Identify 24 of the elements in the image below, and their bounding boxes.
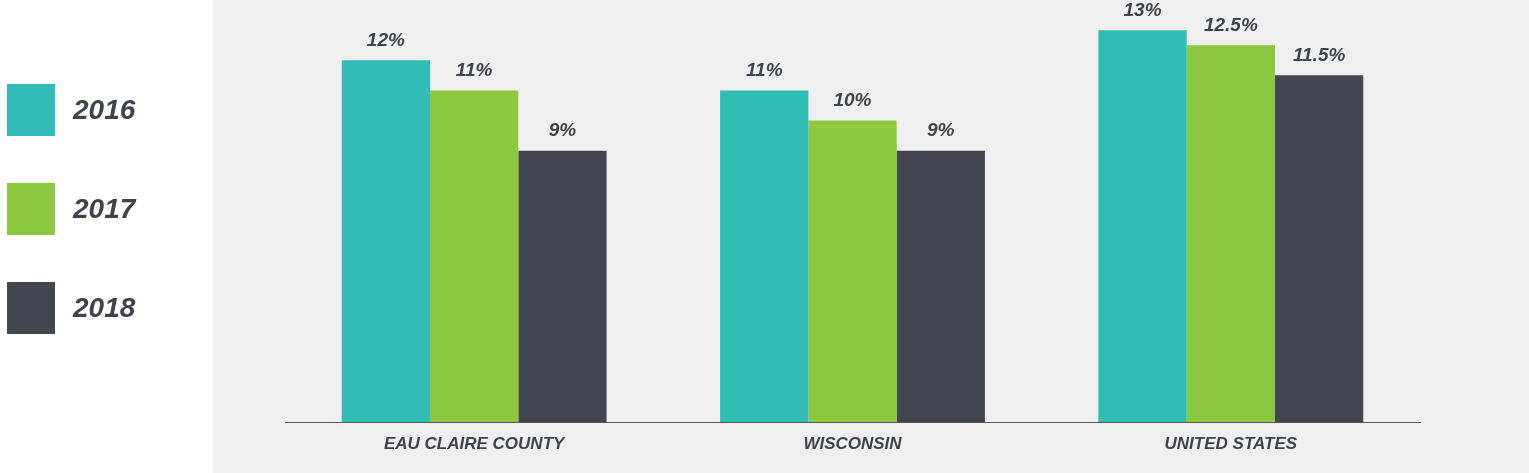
data-label: 12% [366, 29, 406, 51]
data-label: 9% [548, 119, 577, 141]
data-label: 11% [745, 59, 783, 81]
data-label: 11.5% [1292, 44, 1346, 66]
legend-label: 2017 [73, 193, 136, 225]
bar [808, 120, 897, 422]
bar [430, 90, 519, 422]
x-tick-label: WISCONSIN [803, 433, 903, 453]
x-tick-label: EAU CLAIRE COUNTY [383, 433, 567, 453]
bar [518, 150, 607, 422]
data-label: 10% [833, 89, 872, 111]
legend-label: 2016 [73, 94, 136, 126]
bar [1098, 30, 1187, 422]
data-label: 13% [1123, 0, 1162, 20]
bar [341, 60, 431, 422]
bar [896, 150, 985, 422]
bar [1186, 45, 1275, 422]
data-label: 12.5% [1203, 13, 1258, 35]
data-label: 11% [455, 59, 493, 81]
legend-label: 2018 [73, 292, 136, 324]
x-tick-label: UNITED STATES [1164, 433, 1298, 453]
bar [1274, 75, 1364, 422]
bar [720, 90, 809, 422]
data-label: 9% [927, 119, 955, 141]
